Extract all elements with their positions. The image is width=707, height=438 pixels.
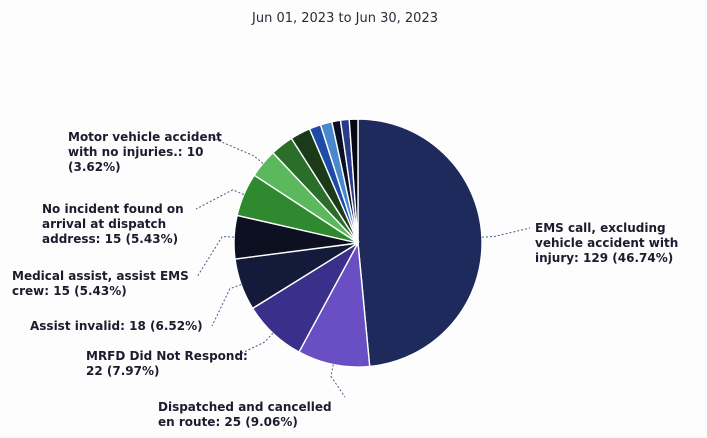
slice-label-line: Assist invalid: 18 (6.52%) [30,319,203,333]
pie-slice [348,118,359,244]
slice-label-line: arrival at dispatch [42,217,166,231]
slice-label: Assist invalid: 18 (6.52%) [30,319,203,333]
slice-label: Dispatched and cancelled en route: 25 (9.… [158,400,332,429]
leader-line [196,236,235,278]
slice-label-line: with no injuries.: 10 [68,145,203,159]
pie-slice [357,118,483,368]
slice-label-line: Motor vehicle accident [68,130,222,144]
leader-line [481,227,531,238]
slice-label-line: vehicle accident with [535,236,678,250]
slice-label-line: crew: 15 (5.43%) [12,284,127,298]
slice-label-line: en route: 25 (9.06%) [158,415,298,429]
slice-label-line: Medical assist, assist EMS [12,269,189,283]
slice-label-line: (3.62%) [68,160,121,174]
slice-label-line: 22 (7.97%) [86,364,159,378]
chart-subtitle: Jun 01, 2023 to Jun 30, 2023 [251,11,438,26]
slice-label: No incident found on arrival at dispatch a… [42,202,184,246]
slice-label: Motor vehicle accident with no injuries.:… [68,130,222,174]
slice-label-line: injury: 129 (46.74%) [535,251,673,265]
slice-label-line: address: 15 (5.43%) [42,232,178,246]
slice-label-line: EMS call, excluding [535,221,666,235]
leader-line [235,332,274,357]
slice-label-line: No incident found on [42,202,184,216]
leader-lines [195,136,531,398]
pie-slices [233,118,483,368]
leader-line [330,364,346,398]
slice-label-line: Dispatched and cancelled [158,400,332,414]
slice-label: Medical assist, assist EMS crew: 15 (5.43… [12,269,189,298]
slice-label-line: MRFD Did Not Respond: [86,349,248,363]
leader-line [195,189,245,210]
slice-labels: EMS call, excluding vehicle accident with… [12,130,678,429]
slice-label: MRFD Did Not Respond: 22 (7.97%) [86,349,248,378]
slice-label: EMS call, excluding vehicle accident with… [535,221,678,265]
leader-line [211,284,242,327]
